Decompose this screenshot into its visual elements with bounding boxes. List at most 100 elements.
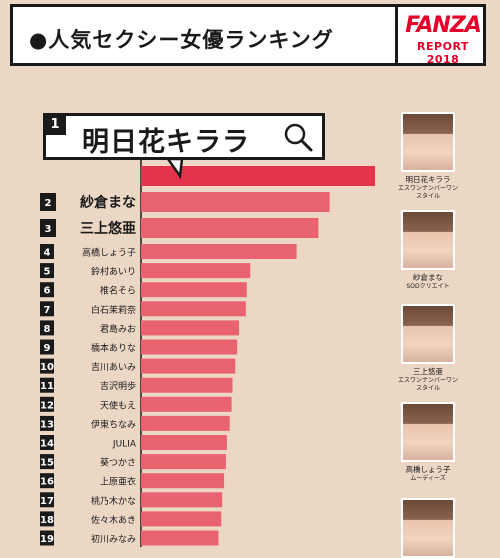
rank-name: 高橋しょう子 [82, 247, 136, 259]
chart-bar [141, 263, 251, 279]
rank-number: 7 [44, 305, 51, 316]
chart-bar [141, 244, 297, 259]
header-divider [395, 7, 398, 63]
rank-name: 吉川あいみ [91, 362, 136, 373]
chart-bar [141, 358, 236, 374]
top-rank-number: 1 [44, 115, 66, 135]
rank-name: 上原亜衣 [100, 476, 136, 488]
rank-number: 17 [40, 496, 54, 507]
rank-number: 18 [40, 515, 54, 526]
actress-card-name: 三上悠亜 [413, 367, 443, 376]
rank-number-box [40, 415, 54, 431]
actress-card-agency: SODクリエイト [406, 283, 450, 290]
actress-card: 三上悠亜 エスワンナンバーワンスタイル [396, 304, 460, 393]
rank-number: 2 [45, 198, 52, 209]
chart-bar [141, 282, 247, 298]
header: ●人気セクシー女優ランキング FANZA REPORT 2018 [10, 4, 486, 66]
rank-number: 8 [44, 324, 51, 335]
rank-number-box [40, 263, 54, 279]
rank-number-box [40, 396, 54, 412]
chart-bar [141, 301, 246, 317]
chart-bar [141, 415, 230, 431]
actress-photo [401, 112, 455, 172]
rank-name: 橋本ありな [91, 342, 136, 354]
chart-bar [141, 192, 330, 212]
chart-bar [141, 320, 240, 336]
rank-number-box [40, 473, 54, 489]
chart-bar [141, 339, 238, 355]
actress-card-agency: ムーディーズ [410, 475, 446, 482]
actress-photo [401, 498, 455, 558]
rank-number: 19 [40, 534, 54, 545]
rank-name: 葵つかさ [100, 457, 136, 469]
rank-number-box [40, 358, 54, 374]
search-icon [284, 123, 313, 152]
page-title: ●人気セクシー女優ランキング [29, 28, 334, 52]
chart-bar [141, 473, 225, 489]
rank-number-box [40, 530, 54, 546]
brand-subtitle: REPORT 2018 [417, 40, 469, 66]
rank-name: 初川みなみ [91, 533, 136, 545]
rank-number-box [40, 244, 54, 259]
rank-number: 4 [44, 248, 51, 259]
chart-bar [141, 377, 233, 393]
rank-number: 10 [40, 362, 54, 373]
rank-number-box [40, 511, 54, 527]
rank-number: 13 [40, 419, 54, 430]
rank-name: 紗倉まな [80, 194, 136, 211]
chart-bar [141, 435, 227, 450]
actress-card: 明日花キララ エスワンナンバーワンスタイル [396, 112, 460, 201]
chart-bar [141, 218, 319, 238]
rank-name: 吉沢明歩 [100, 380, 136, 392]
rank-name: 三上悠亜 [80, 220, 136, 237]
brand-logo: FANZA [405, 13, 482, 38]
rank-number-box [40, 435, 54, 450]
actress-photo [401, 304, 455, 364]
actress-photo [401, 402, 455, 462]
actress-photo [401, 210, 455, 270]
rank-name: 椎名そら [100, 285, 136, 297]
actress-card-name: 紗倉まな [413, 273, 443, 282]
chart-bar [141, 511, 222, 527]
actress-card: 紗倉まな SODクリエイト [396, 210, 460, 291]
actress-card-name: 高橋しょう子 [405, 465, 451, 474]
rank-name: 伊東ちなみ [91, 418, 136, 430]
chart-bar [141, 396, 232, 412]
rank-number-box [40, 282, 54, 298]
rank-number: 5 [44, 267, 51, 278]
rank-number: 3 [45, 224, 52, 235]
rank-number-box [40, 377, 54, 393]
rank-number: 14 [40, 439, 54, 450]
rank-number-box [40, 492, 54, 508]
rank-name: 佐々木あき [91, 514, 136, 526]
chart-bar [141, 166, 375, 186]
brand: FANZA REPORT 2018 [403, 13, 483, 66]
chart-bar [141, 492, 223, 508]
actress-card-agency: エスワンナンバーワンスタイル [397, 377, 458, 392]
rank-number-box [40, 339, 54, 355]
rank-number: 6 [44, 286, 51, 297]
rank-number-box [40, 320, 54, 336]
rank-number: 15 [40, 458, 54, 469]
actress-card: 高橋しょう子 ムーディーズ [396, 402, 460, 483]
rank-number-box [40, 454, 54, 470]
rank-name: 君島みお [100, 323, 136, 335]
rank-number-box [40, 193, 56, 211]
actress-card [396, 498, 460, 558]
rank-number-box [40, 219, 56, 237]
rank-name: 桃乃木かな [91, 495, 136, 507]
top-rank-callout [43, 113, 325, 160]
rank-name: 天使もえ [100, 399, 136, 411]
rank-name: JULIA [112, 440, 137, 450]
rank-number: 11 [40, 381, 54, 392]
actress-card-name: 明日花キララ [405, 175, 451, 184]
chart-bar [141, 530, 219, 546]
rank-number-box [40, 301, 54, 317]
rank-number: 16 [40, 477, 54, 488]
rank-number: 9 [44, 343, 51, 354]
actress-card-agency: エスワンナンバーワンスタイル [397, 185, 458, 200]
rank-number: 12 [40, 400, 54, 411]
top-rank-name: 明日花キララ [82, 127, 250, 158]
chart-bar [141, 454, 226, 470]
